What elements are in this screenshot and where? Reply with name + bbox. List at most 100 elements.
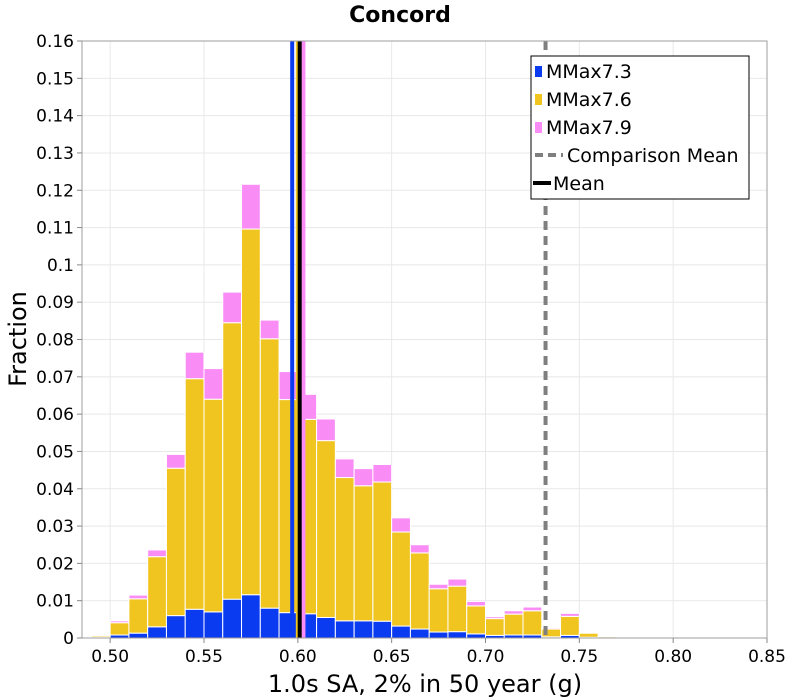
bar-mmax7-9 xyxy=(409,544,430,554)
bar-mmax7-9 xyxy=(372,463,393,483)
bar-mmax7-9 xyxy=(428,583,449,590)
bar-mmax7-6 xyxy=(128,598,149,634)
bar-mmax7-6 xyxy=(372,481,393,622)
x-tick-label: 0.50 xyxy=(91,647,129,667)
bar-mmax7-3 xyxy=(466,633,486,639)
bar-mmax7-6 xyxy=(222,322,243,600)
y-tick-label: 0.16 xyxy=(36,32,74,52)
y-tick-label: 0 xyxy=(63,629,74,649)
bar-mmax7-3 xyxy=(316,616,336,639)
bar-mmax7-6 xyxy=(447,585,468,633)
bar-mmax7-6 xyxy=(353,485,374,622)
bar-mmax7-3 xyxy=(259,607,280,639)
bar-mmax7-6 xyxy=(147,556,167,628)
bar-mmax7-6 xyxy=(334,477,355,622)
bar-mmax7-6 xyxy=(484,618,505,636)
bar-mmax7-9 xyxy=(259,319,280,340)
bar-mmax7-3 xyxy=(353,620,374,639)
bar-mmax7-9 xyxy=(184,351,205,380)
bar-mmax7-3 xyxy=(278,612,299,639)
bar-mmax7-3 xyxy=(222,598,243,639)
bar-mmax7-9 xyxy=(560,612,580,617)
legend-label-mmax7-3: MMax7.3 xyxy=(546,61,632,83)
chart-title: Concord xyxy=(349,3,451,28)
y-tick-label: 0.14 xyxy=(36,107,74,127)
bar-mmax7-6 xyxy=(203,398,224,613)
bar-mmax7-9 xyxy=(278,371,299,401)
x-tick-label: 0.70 xyxy=(467,647,505,667)
legend-label-comparison-mean: Comparison Mean xyxy=(567,145,739,167)
x-tick-label: 0.55 xyxy=(185,647,223,667)
bar-mmax7-9 xyxy=(109,620,130,624)
bar-mmax7-6 xyxy=(428,588,449,633)
bar-mmax7-3 xyxy=(128,632,149,639)
y-tick-label: 0.03 xyxy=(36,517,74,537)
bar-mmax7-9 xyxy=(466,600,486,607)
bar-mmax7-3 xyxy=(147,626,167,639)
x-tick-label: 0.60 xyxy=(279,647,317,667)
bar-mmax7-9 xyxy=(334,458,355,479)
x-tick-label: 0.80 xyxy=(654,647,692,667)
legend-swatch-mmax7-6 xyxy=(535,94,542,105)
bar-mmax7-3 xyxy=(334,620,355,639)
y-tick-label: 0.13 xyxy=(36,144,74,164)
bar-mmax7-9 xyxy=(222,291,243,324)
x-axis-ticks: 0.50 0.55 0.60 0.65 0.70 0.75 0.80 0.85 xyxy=(91,638,786,667)
legend-swatch-mmax7-3 xyxy=(535,66,542,77)
y-tick-label: 0.08 xyxy=(36,331,74,351)
bar-mmax7-6 xyxy=(522,610,543,636)
bar-mmax7-9 xyxy=(503,610,524,615)
x-tick-label: 0.75 xyxy=(560,647,598,667)
bar-mmax7-6 xyxy=(560,615,580,636)
legend-label-mean: Mean xyxy=(553,173,605,195)
bar-mmax7-9 xyxy=(484,616,505,620)
bar-mmax7-9 xyxy=(203,368,224,400)
bar-mmax7-6 xyxy=(184,378,205,610)
histogram-bars xyxy=(90,183,618,639)
bar-mmax7-9 xyxy=(165,453,186,469)
y-tick-label: 0.07 xyxy=(36,368,74,388)
y-tick-label: 0.01 xyxy=(36,592,74,612)
bar-mmax7-3 xyxy=(372,620,393,639)
bar-mmax7-6 xyxy=(409,552,430,630)
bar-mmax7-9 xyxy=(241,183,261,230)
y-tick-label: 0.02 xyxy=(36,554,74,574)
bar-mmax7-3 xyxy=(165,615,186,639)
y-tick-label: 0.1 xyxy=(47,256,74,276)
bar-mmax7-3 xyxy=(409,628,430,639)
bar-mmax7-6 xyxy=(109,622,130,636)
bar-mmax7-6 xyxy=(316,440,336,618)
x-tick-label: 0.65 xyxy=(373,647,411,667)
bar-mmax7-9 xyxy=(353,468,374,487)
bar-mmax7-6 xyxy=(503,613,524,636)
y-tick-label: 0.06 xyxy=(36,405,74,425)
y-axis-ticks: 0 0.01 0.02 0.03 0.04 0.05 0.06 0.07 0.08 0.09 0.1… xyxy=(36,32,82,649)
legend-box xyxy=(530,55,750,200)
y-tick-label: 0.04 xyxy=(36,480,74,500)
y-tick-label: 0.11 xyxy=(36,219,74,239)
bar-mmax7-6 xyxy=(241,228,261,596)
y-tick-label: 0.15 xyxy=(36,69,74,89)
bar-mmax7-3 xyxy=(184,608,205,639)
bar-mmax7-9 xyxy=(391,517,411,533)
bar-mmax7-9 xyxy=(522,606,543,612)
bar-mmax7-6 xyxy=(165,467,186,617)
bar-mmax7-6 xyxy=(578,632,599,638)
legend-label-mmax7-6: MMax7.6 xyxy=(546,89,632,111)
bar-mmax7-6 xyxy=(259,338,280,609)
legend-label-mmax7-9: MMax7.9 xyxy=(546,117,632,139)
y-tick-label: 0.12 xyxy=(36,181,74,201)
bar-mmax7-3 xyxy=(241,594,261,639)
x-tick-label: 0.85 xyxy=(748,647,786,667)
x-axis-title: 1.0s SA, 2% in 50 year (g) xyxy=(268,670,582,698)
bar-mmax7-6 xyxy=(466,605,486,635)
y-tick-label: 0.09 xyxy=(36,293,74,313)
bar-mmax7-6 xyxy=(278,399,299,614)
bar-mmax7-6 xyxy=(391,531,411,627)
bar-mmax7-9 xyxy=(316,418,336,442)
legend: MMax7.3 MMax7.6 MMax7.9 Comparison Mean Mean xyxy=(530,55,750,200)
bar-mmax7-3 xyxy=(428,631,449,639)
bar-mmax7-3 xyxy=(391,625,411,639)
y-tick-label: 0.05 xyxy=(36,442,74,462)
